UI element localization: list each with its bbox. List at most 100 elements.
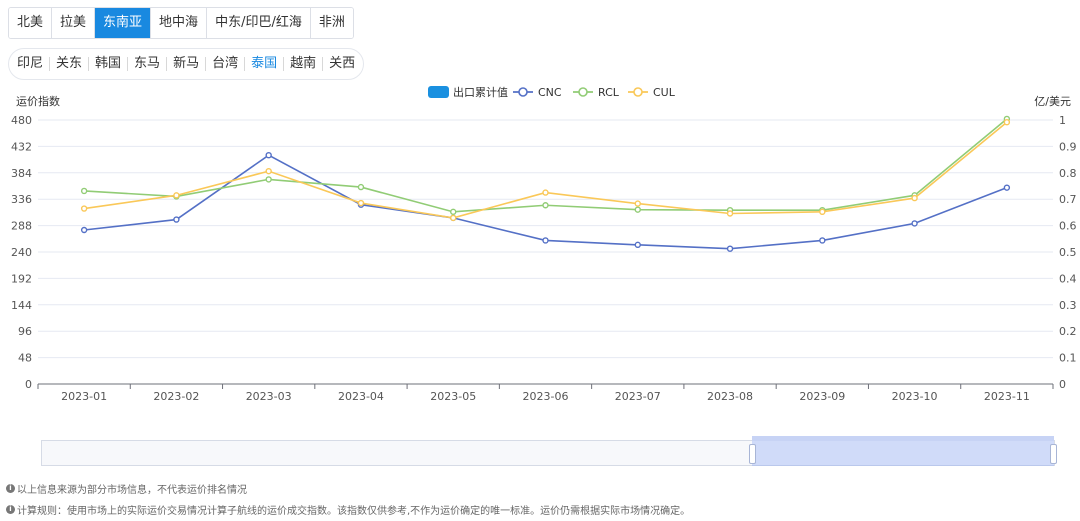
data-point — [634, 206, 641, 213]
series-line-cnc — [84, 154, 1008, 250]
y-tick-label: 480 — [11, 114, 32, 127]
data-point — [80, 205, 88, 212]
note-rule: i 计算规则：使用市场上的实际运价交易情况计算子航线的运价成交指数。该指数仅供参… — [6, 502, 690, 517]
y-tick-label: 384 — [11, 167, 32, 180]
y2-tick-label: 0.5 — [1059, 246, 1077, 259]
data-point — [911, 194, 918, 202]
data-point — [819, 237, 826, 244]
y2-tick-label: 0.4 — [1059, 272, 1077, 285]
series-line-rcl — [84, 118, 1008, 213]
x-tick-label: 2023-04 — [338, 390, 384, 403]
x-tick-label: 2023-01 — [61, 390, 107, 403]
legend-point-swatch — [578, 87, 588, 97]
legend-point-swatch — [633, 87, 643, 97]
y-tick-label: 432 — [11, 140, 32, 153]
country-tab[interactable]: 东马 — [128, 57, 168, 71]
y2-tick-label: 0 — [1059, 378, 1066, 391]
datazoom-track — [41, 440, 1055, 466]
x-tick-label: 2023-08 — [707, 390, 753, 403]
legend-label: CUL — [653, 86, 676, 99]
data-point — [542, 237, 549, 244]
country-tab[interactable]: 印尼 — [11, 57, 51, 71]
legend-label: 出口累计值 — [453, 85, 508, 99]
y-tick-label: 96 — [18, 325, 32, 338]
data-point — [542, 189, 549, 196]
y2-tick-label: 0.3 — [1059, 299, 1077, 312]
info-icon: i — [6, 484, 15, 493]
datazoom-slider[interactable] — [41, 436, 1057, 466]
region-tabs: 北美 拉美 东南亚 地中海 中东/印巴/红海 非洲 — [8, 7, 354, 39]
y-tick-label: 288 — [11, 220, 32, 233]
data-point — [80, 187, 88, 195]
legend-point-swatch — [518, 87, 528, 97]
y2-tick-label: 0.9 — [1059, 140, 1077, 153]
datazoom-right-handle[interactable] — [1050, 444, 1057, 464]
info-icon: i — [6, 505, 15, 514]
x-tick-label: 2023-03 — [246, 390, 292, 403]
region-tab[interactable]: 北美 — [9, 8, 53, 38]
data-point — [265, 176, 272, 183]
y-tick-label: 48 — [18, 352, 32, 365]
country-tab[interactable]: 关东 — [50, 57, 90, 71]
x-tick-label: 2023-09 — [799, 390, 845, 403]
y-tick-label: 144 — [11, 299, 32, 312]
x-tick-label: 2023-07 — [615, 390, 661, 403]
country-tabs: 印尼 关东 韩国 东马 新马 台湾 泰国 越南 关西 — [8, 48, 365, 80]
y-tick-label: 192 — [11, 272, 32, 285]
y-axis-title: 运价指数 — [16, 94, 60, 108]
country-tab[interactable]: 越南 — [284, 57, 324, 71]
region-tab[interactable]: 拉美 — [52, 8, 96, 38]
data-point — [357, 183, 365, 191]
data-point — [726, 210, 734, 217]
y-tick-label: 0 — [25, 378, 32, 391]
data-point — [80, 226, 88, 234]
data-point — [173, 216, 180, 223]
country-tab[interactable]: 关西 — [329, 56, 356, 71]
y2-tick-label: 0.6 — [1059, 220, 1077, 233]
data-point — [265, 167, 272, 175]
datazoom-window-bar[interactable] — [752, 436, 1054, 441]
region-tab[interactable]: 地中海 — [151, 8, 208, 38]
note-text: 以上信息来源为部分市场信息，不代表运价排名情况 — [17, 485, 247, 496]
y-tick-label: 336 — [11, 193, 32, 206]
y2-tick-label: 0.1 — [1059, 352, 1077, 365]
data-point — [819, 208, 826, 216]
x-tick-label: 2023-10 — [892, 390, 938, 403]
data-point — [173, 192, 180, 199]
x-tick-label: 2023-02 — [153, 390, 199, 403]
datazoom-window[interactable] — [749, 436, 1057, 466]
y2-axis-title: 亿/美元 — [1034, 95, 1071, 108]
legend-label: CNC — [538, 86, 562, 99]
data-point — [265, 151, 272, 159]
data-point — [450, 214, 457, 222]
datazoom-left-handle[interactable] — [749, 444, 756, 464]
country-tab-active[interactable]: 泰国 — [245, 57, 285, 71]
country-tab[interactable]: 台湾 — [206, 57, 246, 71]
country-tab[interactable]: 韩国 — [89, 57, 129, 71]
legend-bar-swatch — [428, 86, 449, 98]
data-point — [357, 199, 365, 207]
data-point — [634, 200, 641, 207]
y2-tick-label: 1 — [1059, 114, 1066, 127]
x-tick-label: 2023-11 — [984, 390, 1030, 403]
data-point — [726, 245, 734, 252]
data-point — [911, 220, 918, 227]
data-point — [1003, 119, 1011, 126]
data-point — [634, 241, 641, 249]
line-chart: 0 48 96 144 192 240 288 336 384 432 480 0 0.1 0.2 0.3 0… — [11, 85, 1077, 403]
x-tick-label: 2023-05 — [430, 390, 476, 403]
y2-tick-label: 0.2 — [1059, 325, 1077, 338]
note-source: i 以上信息来源为部分市场信息，不代表运价排名情况 — [6, 481, 247, 496]
y2-tick-label: 0.7 — [1059, 193, 1077, 206]
region-tab[interactable]: 中东/印巴/红海 — [207, 8, 311, 38]
data-point — [542, 202, 549, 209]
legend-label: RCL — [598, 86, 620, 99]
region-tab-active[interactable]: 东南亚 — [95, 8, 152, 38]
x-tick-label: 2023-06 — [523, 390, 569, 403]
data-point — [1003, 184, 1011, 191]
note-text: 计算规则：使用市场上的实际运价交易情况计算子航线的运价成交指数。该指数仅供参考,… — [17, 506, 691, 517]
country-tab[interactable]: 新马 — [167, 57, 207, 71]
y-tick-label: 240 — [11, 246, 32, 259]
region-tab[interactable]: 非洲 — [310, 8, 353, 38]
data-point — [450, 208, 457, 216]
